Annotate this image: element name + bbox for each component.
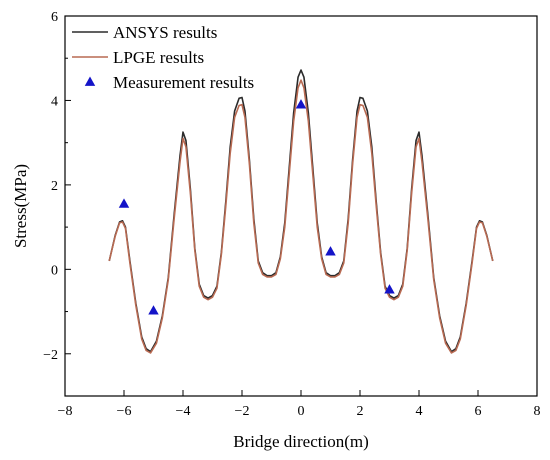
legend-triangle-swatch: [84, 76, 96, 86]
x-axis-label: Bridge direction(m): [233, 432, 369, 451]
y-tick-label: −2: [43, 348, 58, 363]
measurement-point: [295, 99, 307, 109]
legend-label: Measurement results: [113, 73, 254, 92]
x-tick-label: −2: [235, 404, 250, 419]
legend: ANSYS results LPGE results Measurement res…: [72, 23, 254, 92]
measurement-point: [148, 305, 159, 315]
series-line-0: [108, 69, 494, 353]
x-tick-label: 2: [357, 404, 364, 419]
y-tick-label: 6: [51, 10, 58, 25]
y-tick-label: 4: [51, 94, 58, 109]
series-layer: [108, 69, 494, 354]
x-tick-label: −4: [176, 404, 191, 419]
legend-label: ANSYS results: [113, 23, 217, 42]
y-tick-label: 2: [51, 179, 58, 194]
x-tick-label: 0: [298, 404, 305, 419]
x-tick-label: −8: [58, 404, 73, 419]
measurement-point: [325, 246, 336, 256]
x-tick-label: 6: [475, 404, 482, 419]
measurement-point: [384, 284, 395, 294]
y-axis-label: Stress(MPa): [11, 164, 30, 248]
y-tick-label: 0: [51, 263, 58, 278]
x-tick-label: 4: [416, 404, 423, 419]
x-tick-label: −6: [117, 404, 132, 419]
measurement-point: [118, 198, 130, 208]
axis-ticks: −8 −6 −4 −2 0 2 4 6 8 −2 0 2 4 6: [43, 10, 540, 419]
series-line-1: [108, 79, 494, 354]
legend-label: LPGE results: [113, 48, 204, 67]
x-tick-label: 8: [534, 404, 541, 419]
